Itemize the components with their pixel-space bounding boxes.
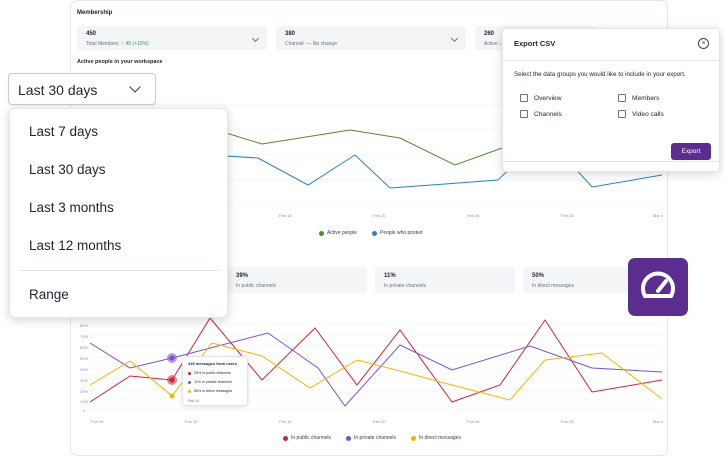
tooltip-dot (188, 371, 191, 375)
legend-direct: In direct messages (411, 435, 461, 441)
dialog-title: Export CSV (514, 39, 556, 48)
x-tick-label: Feb 16 (279, 419, 292, 424)
y-tick-label: 70% (80, 334, 89, 339)
membership-title: Membership (77, 10, 113, 16)
date-range-value: Last 30 days (18, 82, 98, 98)
legend-private: In private channels (346, 435, 396, 441)
checkbox-box[interactable] (618, 110, 626, 118)
x-tick-label: Feb 28 (561, 213, 574, 218)
y-tick-label: 10% (80, 399, 89, 404)
stat-total-members[interactable]: 450 Total Members ↑ 45 (+10%) (77, 26, 267, 50)
y-tick-label: 0 (83, 408, 86, 413)
x-tick-label: Feb 12 (185, 419, 198, 424)
dialog-divider (503, 60, 719, 61)
stat-value: 11% (384, 273, 396, 279)
tooltip-row: 11% in private channels (188, 380, 232, 384)
stat-label: Active ↓ (484, 41, 502, 47)
y-tick-label: 50% (80, 356, 89, 361)
date-range-menu: Last 7 days Last 30 days Last 3 months L… (9, 108, 228, 318)
legend-dot (346, 435, 351, 441)
checkbox-box[interactable] (520, 94, 528, 102)
tooltip-header: 426 messages from users (188, 361, 237, 366)
chart-tooltip: 426 messages from users 29% in public ch… (182, 356, 248, 406)
checkbox-overview[interactable]: Overview (520, 94, 561, 102)
stat-label: In public channels (236, 283, 277, 289)
y-tick-label: 60% (80, 345, 89, 350)
tooltip-dot (188, 389, 191, 393)
checkbox-box[interactable] (618, 94, 626, 102)
checkbox-channels[interactable]: Channels (520, 110, 562, 118)
date-range-select[interactable]: Last 30 days (8, 73, 156, 105)
speedometer-icon (641, 271, 675, 298)
stat-public-channels: 39% In public channels (227, 267, 367, 293)
private-channels-line (89, 332, 663, 407)
legend-public: In public channels (283, 435, 331, 441)
x-tick-label: Feb 25 (467, 419, 480, 424)
x-tick-label: Feb 28 (561, 419, 574, 424)
stat-value: 50% (532, 273, 545, 279)
tooltip-marker-private-dot (169, 355, 175, 361)
x-tick-label: Mar 4 (653, 213, 664, 218)
y-tick-label: 80% (80, 323, 89, 328)
legend-dot (319, 230, 324, 236)
checkbox-box[interactable] (520, 110, 528, 118)
menu-option-last-3-months[interactable]: Last 3 months (29, 200, 114, 215)
y-tick-label: 20% (80, 389, 89, 394)
export-csv-dialog: Export CSV × Select the data groups you … (502, 28, 720, 172)
menu-option-last-12-months[interactable]: Last 12 months (29, 238, 122, 253)
export-button[interactable]: Export (671, 143, 711, 160)
stat-label: Channel — No change (285, 41, 337, 47)
close-icon[interactable]: × (698, 38, 709, 49)
chevron-down-icon (129, 81, 141, 93)
stat-value: 450 (86, 31, 97, 37)
stat-private-channels: 11% In private channels (375, 267, 515, 293)
x-tick-label: Feb 26 (467, 213, 480, 218)
x-tick-label: Feb 14 (279, 213, 292, 218)
tooltip-date: Feb 10 (188, 399, 200, 403)
legend-dot (283, 435, 288, 441)
stat-value: 39% (236, 273, 249, 279)
stat-channel[interactable]: 380 Channel — No change (276, 26, 466, 50)
dialog-divider (503, 161, 719, 162)
x-tick-label: Feb 20 (373, 213, 386, 218)
menu-divider (19, 270, 219, 271)
active-people-title: Active people in your workspace (77, 59, 163, 65)
x-tick-label: Feb 20 (373, 419, 386, 424)
legend-dot (372, 230, 377, 236)
x-tick-label: Mar 4 (653, 419, 664, 424)
menu-option-last-30-days[interactable]: Last 30 days (29, 162, 106, 177)
dialog-description: Select the data groups you would like to… (514, 71, 686, 78)
menu-option-range[interactable]: Range (29, 287, 69, 302)
stat-label: Total Members ↑ 45 (+10%) (86, 41, 149, 47)
tooltip-marker-public-dot (169, 377, 175, 383)
menu-option-last-7-days[interactable]: Last 7 days (29, 124, 99, 139)
stat-value: 380 (285, 31, 296, 37)
y-tick-label: 40% (80, 367, 89, 372)
legend-people-posted: People who posted (372, 230, 423, 236)
stat-label: In direct messages (532, 283, 574, 289)
y-tick-label: 30% (80, 378, 89, 383)
tooltip-dot (188, 380, 191, 384)
tooltip-row: 55% in direct messages (188, 389, 232, 393)
legend-dot (411, 435, 416, 441)
x-tick-label: Feb 09 (91, 419, 104, 424)
tooltip-marker-direct-dot (169, 393, 175, 399)
tooltip-row: 29% in public channels (188, 371, 231, 375)
stat-label: In private channels (384, 283, 426, 289)
speedometer-badge (628, 258, 688, 316)
active-people-line (209, 127, 506, 166)
checkbox-members[interactable]: Members (618, 94, 659, 102)
stat-value: 260 (484, 31, 495, 37)
legend-active-people: Active people (319, 230, 357, 236)
checkbox-video-calls[interactable]: Video calls (618, 110, 664, 118)
bottom-chart-grid (82, 323, 662, 411)
